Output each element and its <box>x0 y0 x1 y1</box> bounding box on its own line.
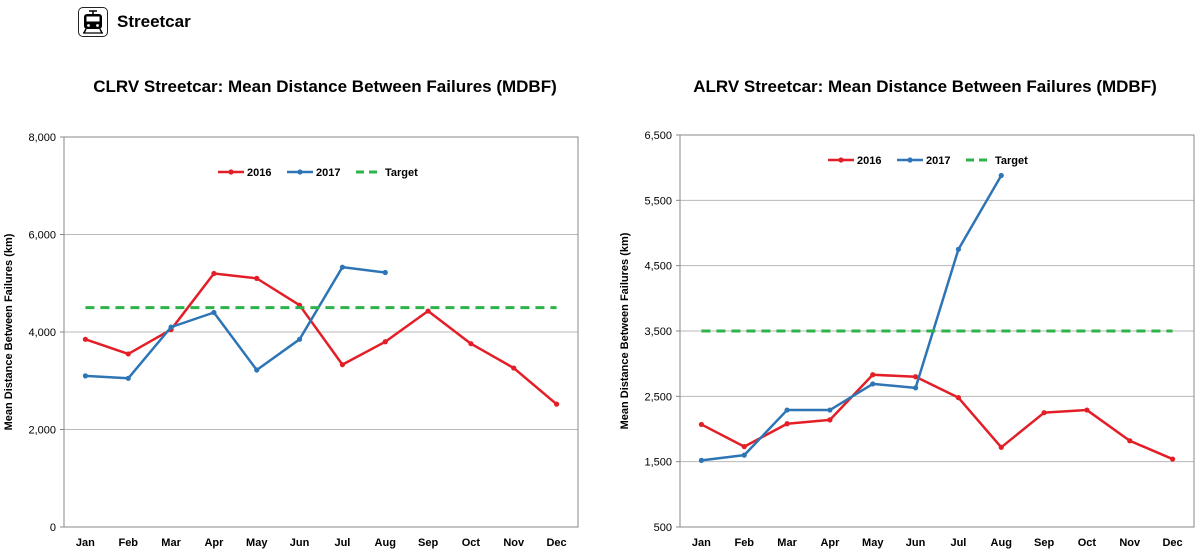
plot-area <box>679 134 1195 528</box>
data-point-2017 <box>912 385 919 391</box>
x-tick-label: Sep <box>418 537 438 549</box>
x-tick-label: Apr <box>820 537 840 549</box>
section-title: Streetcar <box>117 12 191 31</box>
data-point-2016 <box>468 341 474 347</box>
data-point-2016 <box>1084 407 1090 413</box>
data-point-2017 <box>784 407 790 413</box>
legend-label-2016: 2016 <box>247 167 271 179</box>
y-tick-label: 0 <box>50 522 56 534</box>
x-tick-label: Jul <box>334 537 350 549</box>
data-point-2016 <box>912 374 919 380</box>
data-point-2017 <box>82 373 89 379</box>
data-point-2016 <box>1169 456 1176 462</box>
clrv-mdbf-chart: CLRV Streetcar: Mean Distance Between Fa… <box>3 77 579 549</box>
x-tick-label: Jan <box>692 537 711 549</box>
x-tick-label: Aug <box>375 537 396 549</box>
data-point-2017 <box>827 407 833 413</box>
y-tick-label: 2,500 <box>644 391 672 403</box>
data-point-2016 <box>741 444 747 450</box>
data-point-2017 <box>998 172 1004 179</box>
legend-marker <box>297 169 303 175</box>
data-point-2016 <box>254 275 260 281</box>
data-point-2016 <box>1127 438 1133 444</box>
x-tick-label: Nov <box>503 537 525 549</box>
legend-marker <box>228 169 234 175</box>
x-tick-label: Feb <box>734 537 754 549</box>
legend-label-target: Target <box>385 167 418 179</box>
data-point-2017 <box>955 246 962 252</box>
alrv-mdbf-chart: ALRV Streetcar: Mean Distance Between Fa… <box>619 77 1195 549</box>
data-point-2017 <box>125 375 131 381</box>
y-tick-label: 2,000 <box>28 425 56 437</box>
data-point-2016 <box>1041 410 1047 416</box>
x-tick-label: Mar <box>161 537 181 549</box>
y-tick-label: 500 <box>654 522 672 534</box>
data-point-2016 <box>553 401 560 407</box>
streetcar-icon <box>78 7 108 37</box>
y-tick-label: 8,000 <box>28 132 56 144</box>
data-point-2017 <box>211 309 217 316</box>
x-tick-label: Nov <box>1119 537 1141 549</box>
x-tick-label: Oct <box>462 537 481 549</box>
x-tick-label: Dec <box>1162 537 1182 549</box>
data-point-2016 <box>870 372 876 378</box>
x-tick-label: Aug <box>991 537 1012 549</box>
x-tick-label: Jun <box>906 537 926 549</box>
legend-label-2017: 2017 <box>926 155 950 167</box>
data-point-2016 <box>211 270 217 277</box>
legend-marker <box>838 157 844 163</box>
data-point-2016 <box>827 417 833 423</box>
chart-title: CLRV Streetcar: Mean Distance Between Fa… <box>93 77 557 96</box>
y-tick-label: 3,500 <box>644 326 672 338</box>
legend-label-target: Target <box>995 155 1028 167</box>
series-line-2017 <box>85 265 386 380</box>
data-point-2016 <box>955 395 962 401</box>
x-tick-label: Jun <box>290 537 310 549</box>
x-tick-label: Feb <box>118 537 138 549</box>
y-tick-label: 5,500 <box>644 195 672 207</box>
data-point-2017 <box>870 381 876 387</box>
data-point-2017 <box>698 457 705 463</box>
data-point-2017 <box>741 452 747 458</box>
y-axis-label: Mean Distance Between Failures (km) <box>3 233 15 430</box>
x-tick-label: Dec <box>546 537 566 549</box>
series-line-2016 <box>85 272 558 406</box>
data-point-2017 <box>296 336 303 342</box>
data-point-2016 <box>698 421 705 428</box>
legend-label-2016: 2016 <box>857 155 881 167</box>
x-tick-label: Oct <box>1078 537 1097 549</box>
y-tick-label: 4,500 <box>644 261 672 273</box>
y-tick-label: 4,000 <box>28 327 56 339</box>
x-tick-label: Jul <box>950 537 966 549</box>
x-tick-label: May <box>246 537 268 549</box>
chart-title: ALRV Streetcar: Mean Distance Between Fa… <box>693 77 1157 96</box>
data-point-2017 <box>382 269 388 276</box>
series-line-2016 <box>700 373 1174 461</box>
x-tick-label: Apr <box>204 537 224 549</box>
data-point-2016 <box>998 444 1004 450</box>
y-tick-label: 6,500 <box>644 130 672 142</box>
series-line-2017 <box>701 174 1003 462</box>
data-point-2017 <box>254 367 260 373</box>
x-tick-label: Sep <box>1034 537 1054 549</box>
data-point-2016 <box>82 336 89 342</box>
x-tick-label: Jan <box>76 537 95 549</box>
legend-label-2017: 2017 <box>316 167 340 179</box>
data-point-2016 <box>784 421 790 427</box>
data-point-2017 <box>339 264 346 270</box>
data-point-2016 <box>382 339 388 345</box>
legend-marker <box>907 157 913 163</box>
data-point-2016 <box>511 365 517 371</box>
y-tick-label: 6,000 <box>28 230 56 242</box>
page-header: Streetcar <box>78 5 191 39</box>
y-tick-label: 1,500 <box>644 457 672 469</box>
data-point-2016 <box>339 362 346 368</box>
x-tick-label: May <box>862 537 884 549</box>
data-point-2016 <box>125 351 131 357</box>
data-point-2016 <box>425 308 431 314</box>
plot-area <box>63 136 579 528</box>
data-point-2017 <box>168 324 174 330</box>
x-tick-label: Mar <box>777 537 797 549</box>
y-axis-label: Mean Distance Between Failures (km) <box>619 232 631 429</box>
